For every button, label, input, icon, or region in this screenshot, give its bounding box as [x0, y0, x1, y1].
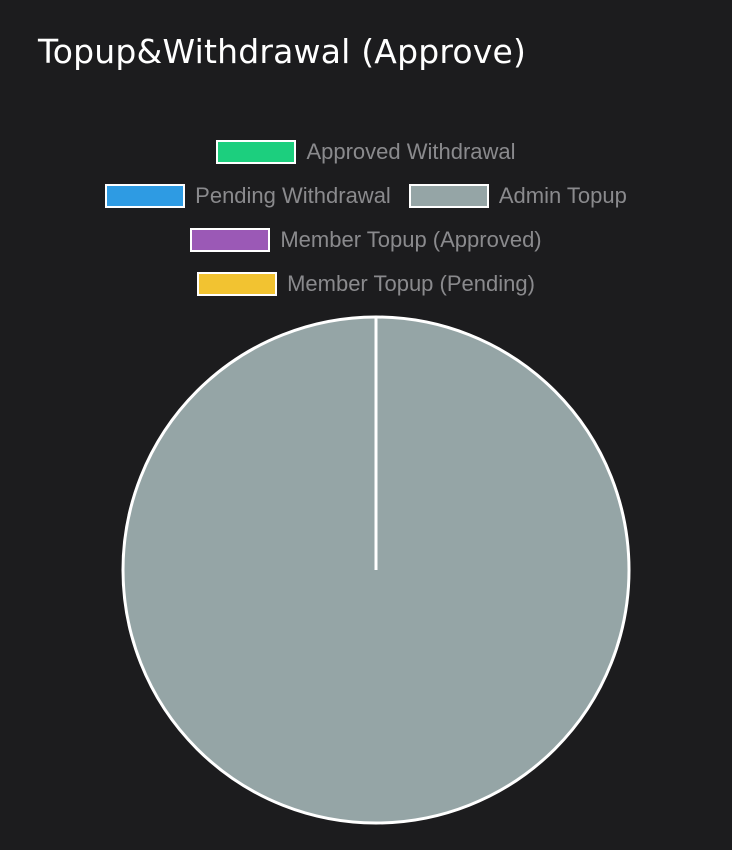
pie-chart	[121, 315, 631, 825]
legend-item-approved-withdrawal[interactable]: Approved Withdrawal	[216, 139, 516, 165]
legend-swatch	[408, 184, 489, 208]
legend-label: Member Topup (Approved)	[280, 227, 542, 252]
legend-row: Member Topup (Approved)	[0, 218, 732, 262]
legend-row: Member Topup (Pending)	[0, 262, 732, 306]
legend-item-member-topup-pending[interactable]: Member Topup (Pending)	[197, 271, 535, 297]
legend-label: Pending Withdrawal	[195, 183, 391, 208]
legend-swatch	[216, 140, 297, 164]
legend-label: Member Topup (Pending)	[287, 271, 535, 296]
legend-item-member-topup-approved[interactable]: Member Topup (Approved)	[190, 227, 542, 253]
chart-title: Topup&Withdrawal (Approve)	[38, 32, 527, 71]
legend-row: Pending Withdrawal Admin Topup	[0, 174, 732, 218]
legend-item-admin-topup[interactable]: Admin Topup	[408, 183, 627, 209]
legend-swatch	[190, 228, 271, 252]
legend-swatch	[105, 184, 186, 208]
legend-swatch	[197, 272, 278, 296]
legend-label: Admin Topup	[498, 183, 627, 208]
legend-row: Approved Withdrawal	[0, 130, 732, 174]
chart-legend: Approved Withdrawal Pending Withdrawal A…	[0, 130, 732, 306]
legend-label: Approved Withdrawal	[306, 139, 516, 164]
legend-item-pending-withdrawal[interactable]: Pending Withdrawal	[105, 183, 391, 209]
